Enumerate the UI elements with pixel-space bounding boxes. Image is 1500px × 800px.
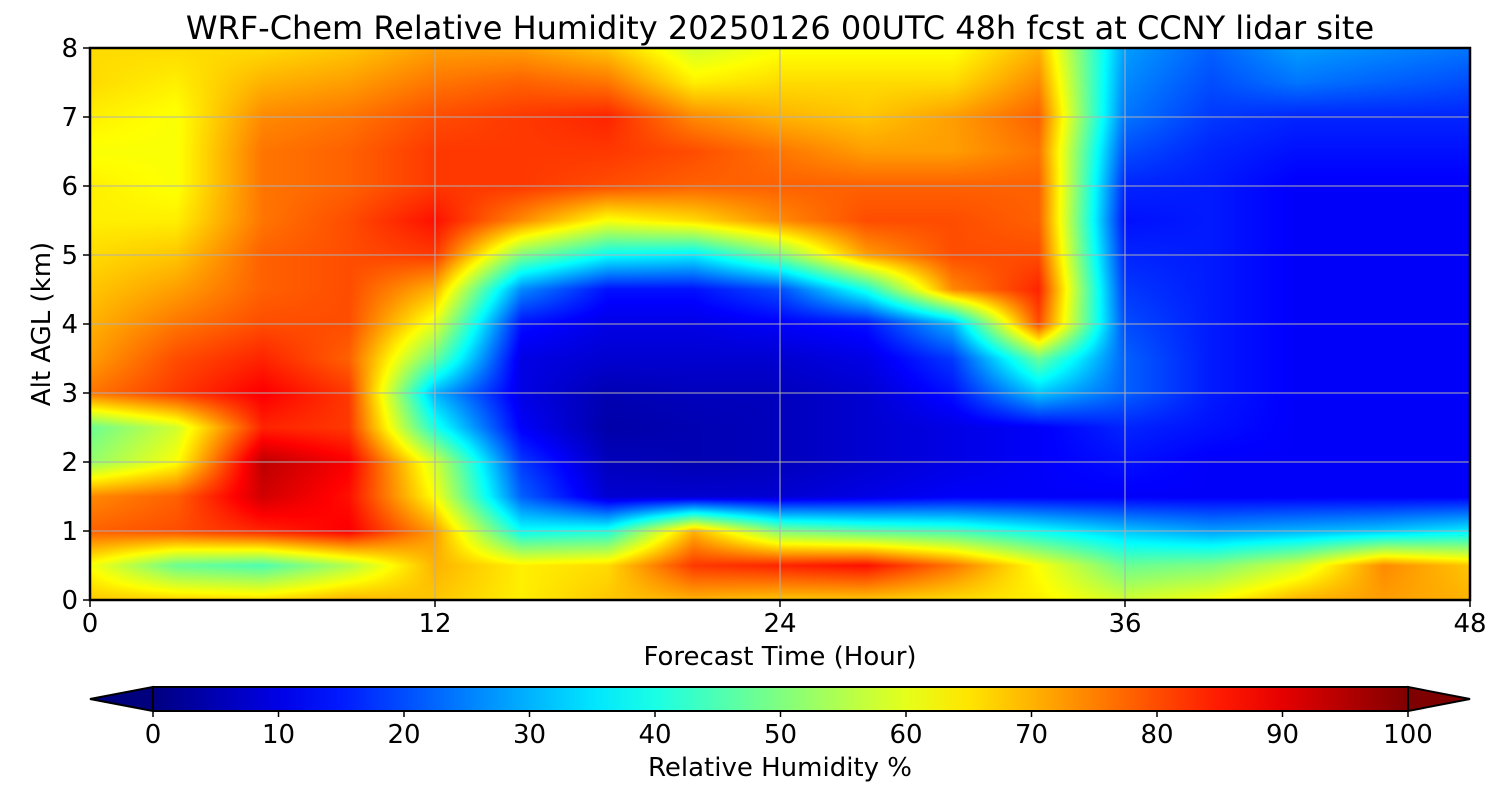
colorbar-tick-label: 10 xyxy=(262,720,295,750)
colorbar-extend-low xyxy=(89,685,154,713)
grid-lines xyxy=(90,48,1470,600)
y-axis: 0 1 2 3 4 5 6 7 8 xyxy=(61,34,90,616)
x-axis-label: Forecast Time (Hour) xyxy=(643,642,916,672)
y-tick-label: 6 xyxy=(61,172,78,202)
colorbar-tick-label: 100 xyxy=(1383,720,1433,750)
chart-title: WRF-Chem Relative Humidity 20250126 00UT… xyxy=(186,9,1374,47)
x-axis: 0 12 24 36 48 xyxy=(82,600,1487,639)
colorbar-ticks: 0 10 20 30 40 50 60 70 80 90 100 xyxy=(145,711,1433,750)
colorbar: 0 10 20 30 40 50 60 70 80 90 100 Relative Humidity… xyxy=(89,685,1471,783)
x-tick-label: 36 xyxy=(1108,609,1141,639)
colorbar-tick-label: 90 xyxy=(1266,720,1299,750)
y-tick-label: 8 xyxy=(61,34,78,64)
colorbar-tick-label: 0 xyxy=(145,720,162,750)
y-tick-label: 5 xyxy=(61,241,78,271)
y-tick-label: 4 xyxy=(61,310,78,340)
x-tick-label: 24 xyxy=(763,609,796,639)
y-tick-label: 1 xyxy=(61,517,78,547)
y-tick-label: 3 xyxy=(61,379,78,409)
x-tick-label: 12 xyxy=(418,609,451,639)
colorbar-extend-high xyxy=(1407,685,1471,713)
colorbar-tick-label: 80 xyxy=(1140,720,1173,750)
y-tick-label: 0 xyxy=(61,586,78,616)
colorbar-tick-label: 40 xyxy=(638,720,671,750)
y-tick-label: 7 xyxy=(61,103,78,133)
x-tick-label: 48 xyxy=(1453,609,1486,639)
y-tick-label: 2 xyxy=(61,448,78,478)
y-axis-label: Alt AGL (km) xyxy=(27,242,57,406)
colorbar-tick-label: 30 xyxy=(513,720,546,750)
colorbar-tick-label: 70 xyxy=(1015,720,1048,750)
colorbar-label: Relative Humidity % xyxy=(648,753,912,783)
plot-area xyxy=(88,46,1472,602)
x-tick-label: 0 xyxy=(82,609,99,639)
colorbar-tick-label: 50 xyxy=(764,720,797,750)
colorbar-tick-label: 20 xyxy=(387,720,420,750)
colorbar-scale xyxy=(152,686,1409,712)
colorbar-tick-label: 60 xyxy=(889,720,922,750)
